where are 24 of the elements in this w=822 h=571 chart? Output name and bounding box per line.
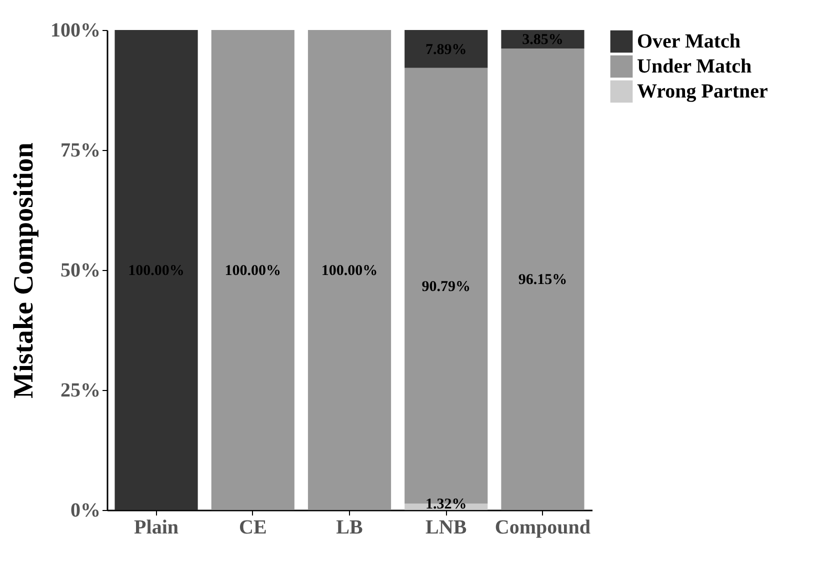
y-axis-title: Mistake Composition bbox=[8, 142, 40, 398]
bar bbox=[404, 30, 488, 68]
data-label: 100.00% bbox=[321, 263, 378, 279]
data-label: 96.15% bbox=[518, 272, 568, 288]
y-tick-label: 25% bbox=[60, 380, 100, 402]
y-tick-label: 100% bbox=[50, 20, 100, 42]
data-label: 100.00% bbox=[224, 263, 282, 279]
legend-label: Under Match bbox=[637, 56, 752, 78]
bar bbox=[114, 30, 198, 510]
y-tick-label: 0% bbox=[70, 500, 100, 522]
data-label: 90.79% bbox=[422, 278, 470, 295]
data-label: 1.32% bbox=[425, 496, 467, 513]
x-tick-label: Compound bbox=[494, 516, 591, 538]
legend-label: Wrong Partner bbox=[637, 80, 768, 102]
x-tick-label: CE bbox=[238, 516, 267, 538]
y-tick-label: 50% bbox=[60, 260, 100, 282]
bar bbox=[308, 30, 392, 510]
x-tick-label: Plain bbox=[134, 516, 178, 538]
y-tick-label: 75% bbox=[60, 140, 100, 162]
bar bbox=[211, 30, 294, 510]
x-tick-label: LB bbox=[336, 516, 363, 538]
x-tick-label: LNB bbox=[426, 516, 467, 538]
bar bbox=[501, 48, 584, 510]
legend-label: Over Match bbox=[637, 30, 740, 52]
